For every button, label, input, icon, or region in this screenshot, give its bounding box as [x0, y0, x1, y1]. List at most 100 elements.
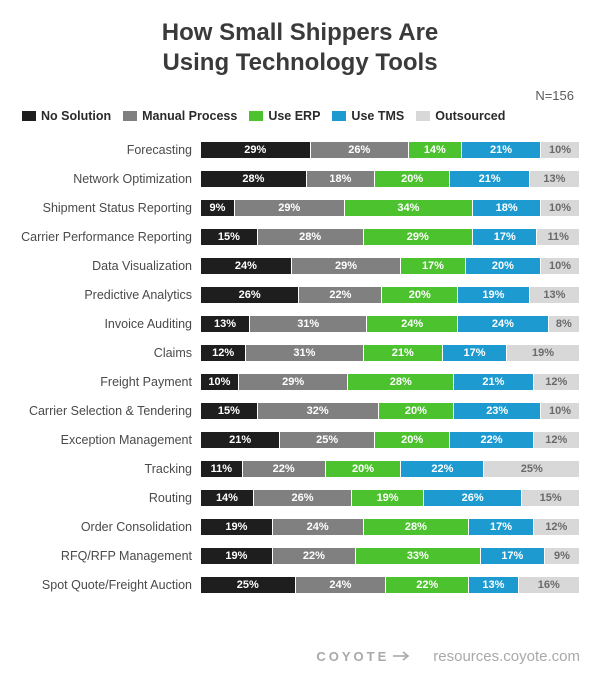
bar-segment: 31% [250, 316, 367, 332]
bar-segment: 24% [458, 316, 549, 332]
chart-row: Freight Payment10%29%28%21%12% [20, 367, 580, 396]
row-label: Forecasting [20, 143, 200, 157]
bar-segment: 22% [273, 548, 356, 564]
bar-segment: 14% [201, 490, 254, 506]
bar-segment: 29% [364, 229, 474, 245]
bar-segment: 28% [364, 519, 470, 535]
bar-segment: 13% [530, 287, 579, 303]
row-label: Data Visualization [20, 259, 200, 273]
brand-logo: COYOTE [316, 649, 411, 664]
bar-segment: 26% [311, 142, 409, 158]
bar-segment: 12% [534, 519, 579, 535]
chart-row: Claims12%31%21%17%19% [20, 338, 580, 367]
bar-segment: 15% [522, 490, 579, 506]
bar-segment: 25% [201, 577, 296, 593]
bar-segment: 24% [296, 577, 387, 593]
bar-segment: 17% [443, 345, 507, 361]
stacked-bar: 14%26%19%26%15% [200, 489, 580, 507]
row-label: Claims [20, 346, 200, 360]
bar-segment: 19% [352, 490, 424, 506]
bar-segment: 33% [356, 548, 481, 564]
bar-segment: 21% [450, 171, 529, 187]
stacked-bar: 9%29%34%18%10% [200, 199, 580, 217]
bar-segment: 20% [382, 287, 458, 303]
row-label: RFQ/RFP Management [20, 549, 200, 563]
row-label: Carrier Performance Reporting [20, 230, 200, 244]
bar-segment: 23% [454, 403, 541, 419]
row-label: Order Consolidation [20, 520, 200, 534]
bar-segment: 10% [201, 374, 239, 390]
bar-segment: 19% [201, 548, 273, 564]
bar-segment: 17% [481, 548, 545, 564]
stacked-bar: 10%29%28%21%12% [200, 373, 580, 391]
chart-row: Forecasting29%26%14%21%10% [20, 135, 580, 164]
chart-rows: Forecasting29%26%14%21%10%Network Optimi… [20, 135, 580, 599]
bar-segment: 10% [541, 200, 579, 216]
row-label: Carrier Selection & Tendering [20, 404, 200, 418]
bar-segment: 29% [292, 258, 402, 274]
bar-segment: 17% [473, 229, 537, 245]
bar-segment: 20% [326, 461, 402, 477]
stacked-bar: 19%22%33%17%9% [200, 547, 580, 565]
legend-swatch [332, 111, 346, 121]
bar-segment: 20% [379, 403, 455, 419]
stacked-bar: 13%31%24%24%8% [200, 315, 580, 333]
bar-segment: 13% [530, 171, 579, 187]
legend-label: No Solution [41, 109, 111, 123]
chart-row: Carrier Performance Reporting15%28%29%17… [20, 222, 580, 251]
bar-segment: 28% [201, 171, 307, 187]
legend-item: Outsourced [416, 109, 505, 123]
brand-text: COYOTE [316, 649, 389, 664]
bar-segment: 12% [534, 374, 579, 390]
footer: COYOTE resources.coyote.com [20, 648, 580, 665]
bar-segment: 22% [450, 432, 533, 448]
chart-row: Exception Management21%25%20%22%12% [20, 425, 580, 454]
bar-segment: 8% [549, 316, 579, 332]
bar-segment: 13% [469, 577, 518, 593]
footer-url: resources.coyote.com [433, 648, 580, 665]
bar-segment: 24% [367, 316, 458, 332]
bar-segment: 26% [254, 490, 352, 506]
legend-item: No Solution [22, 109, 111, 123]
bar-segment: 24% [201, 258, 292, 274]
bar-segment: 12% [201, 345, 246, 361]
bar-segment: 10% [541, 142, 579, 158]
chart-row: Invoice Auditing13%31%24%24%8% [20, 309, 580, 338]
chart-row: Carrier Selection & Tendering15%32%20%23… [20, 396, 580, 425]
legend-item: Manual Process [123, 109, 237, 123]
arrow-icon [393, 649, 411, 664]
legend-label: Manual Process [142, 109, 237, 123]
bar-segment: 20% [375, 432, 451, 448]
bar-segment: 32% [258, 403, 379, 419]
bar-segment: 28% [258, 229, 364, 245]
row-label: Exception Management [20, 433, 200, 447]
legend-swatch [416, 111, 430, 121]
chart-title: How Small Shippers Are Using Technology … [20, 18, 580, 78]
stacked-bar: 24%29%17%20%10% [200, 257, 580, 275]
bar-segment: 34% [345, 200, 474, 216]
bar-segment: 10% [541, 258, 579, 274]
chart-container: How Small Shippers Are Using Technology … [0, 0, 600, 675]
bar-segment: 21% [462, 142, 541, 158]
row-label: Shipment Status Reporting [20, 201, 200, 215]
row-label: Tracking [20, 462, 200, 476]
bar-segment: 26% [201, 287, 299, 303]
legend-swatch [22, 111, 36, 121]
row-label: Predictive Analytics [20, 288, 200, 302]
bar-segment: 17% [401, 258, 465, 274]
bar-segment: 16% [519, 577, 579, 593]
row-label: Network Optimization [20, 172, 200, 186]
chart-row: Order Consolidation19%24%28%17%12% [20, 512, 580, 541]
row-label: Routing [20, 491, 200, 505]
legend-item: Use TMS [332, 109, 404, 123]
chart-row: Routing14%26%19%26%15% [20, 483, 580, 512]
bar-segment: 25% [280, 432, 375, 448]
chart-row: Tracking11%22%20%22%25% [20, 454, 580, 483]
bar-segment: 15% [201, 403, 258, 419]
bar-segment: 22% [299, 287, 382, 303]
bar-segment: 17% [469, 519, 533, 535]
bar-segment: 14% [409, 142, 462, 158]
bar-segment: 21% [201, 432, 280, 448]
bar-segment: 21% [364, 345, 443, 361]
title-line-1: How Small Shippers Are [162, 19, 439, 46]
